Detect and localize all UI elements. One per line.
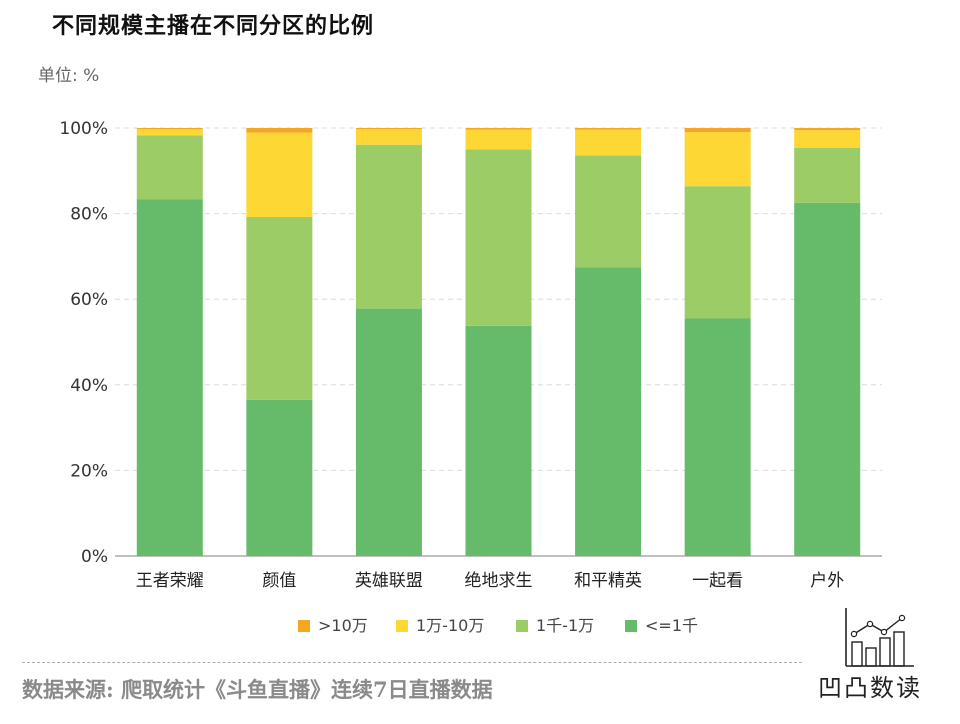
legend-label: 1万-10万 <box>416 616 484 635</box>
bar-segment <box>355 128 422 130</box>
x-tick-label: 颜值 <box>262 571 296 591</box>
bar-segment <box>246 132 313 218</box>
x-tick-label: 王者荣耀 <box>136 571 204 591</box>
bar-segment <box>684 186 751 319</box>
legend-label: >10万 <box>318 616 368 635</box>
bar-segment <box>794 128 861 131</box>
bar-segment <box>684 132 751 187</box>
bar-segment <box>575 128 642 130</box>
y-tick-label: 100% <box>59 119 108 139</box>
legend-swatch <box>298 620 310 632</box>
logo-text: 凹凸数读 <box>818 674 922 702</box>
brand-logo: 凹凸数读 <box>818 604 948 704</box>
bar-segment <box>136 129 203 136</box>
y-tick-label: 20% <box>70 461 108 481</box>
x-tick-label: 一起看 <box>692 571 743 591</box>
y-tick-label: 60% <box>70 290 108 310</box>
bar-segment <box>246 128 313 133</box>
bar-segment <box>355 144 422 309</box>
footer-divider <box>22 662 802 663</box>
bar-segment <box>355 129 422 145</box>
chart-logo-icon <box>845 608 914 667</box>
y-tick-label: 40% <box>70 376 108 396</box>
legend-swatch <box>396 620 408 632</box>
bar-segment <box>794 130 861 148</box>
bar-segment <box>575 267 642 556</box>
bar-segment <box>136 128 203 130</box>
chart-title: 不同规模主播在不同分区的比例 <box>52 14 375 39</box>
bar-segment <box>465 325 532 556</box>
bar-segment <box>246 399 313 556</box>
bar-segment <box>465 128 532 130</box>
y-tick-label: 80% <box>70 205 108 225</box>
stacked-bar-chart: 0% 20% 40% 60% 80% 100% 王者荣耀 颜值 英雄联盟 绝地求生 和平精英 一起看 户… <box>59 119 882 635</box>
bar-segment <box>684 318 751 556</box>
bar-segment <box>465 129 532 150</box>
legend-label: <=1千 <box>645 616 698 635</box>
bar-segment <box>355 308 422 556</box>
x-tick-label: 绝地求生 <box>465 571 533 591</box>
legend-label: 1千-1万 <box>536 616 594 635</box>
bar-segment <box>794 147 861 203</box>
bar-segment <box>684 128 751 133</box>
legend-swatch <box>625 620 637 632</box>
x-tick-label: 户外 <box>810 571 844 591</box>
x-tick-label: 和平精英 <box>574 571 642 591</box>
bar-segment <box>246 217 313 400</box>
data-source: 数据来源: 爬取统计《斗鱼直播》连续7日直播数据 <box>22 677 493 702</box>
bar-segment <box>575 129 642 156</box>
bar-segment <box>136 199 203 556</box>
unit-label: 单位: % <box>38 66 100 86</box>
bar-segment <box>465 149 532 326</box>
bar-segment <box>575 155 642 268</box>
bar-segment <box>794 202 861 556</box>
y-tick-label: 0% <box>81 547 108 567</box>
x-tick-label: 英雄联盟 <box>355 571 423 591</box>
legend-swatch <box>516 620 528 632</box>
bar-segment <box>136 135 203 200</box>
